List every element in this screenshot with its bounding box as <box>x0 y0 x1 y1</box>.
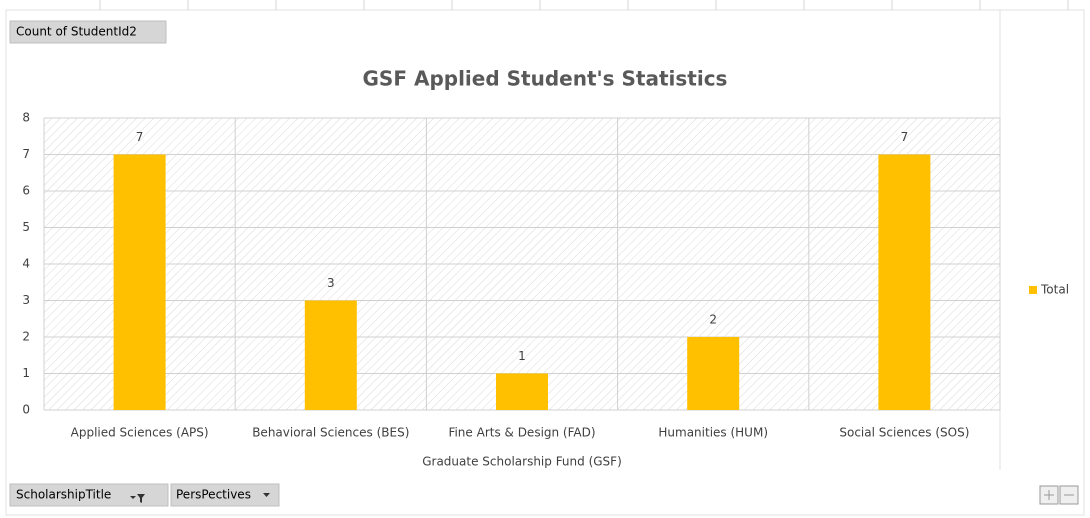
axis-field-button[interactable]: PersPectives <box>170 483 280 507</box>
chart-title: GSF Applied Student's Statistics <box>363 67 728 91</box>
sheet-grid <box>99 0 1069 10</box>
x-tick-label: Humanities (HUM) <box>658 426 768 440</box>
y-tick-label: 2 <box>22 330 30 344</box>
bar <box>304 300 357 410</box>
y-tick-label: 4 <box>22 257 30 271</box>
data-label: 3 <box>327 276 335 290</box>
legend-label: Total <box>1040 283 1069 297</box>
x-tick-label: Fine Arts & Design (FAD) <box>448 426 595 440</box>
x-tick-label: Applied Sciences (APS) <box>71 426 209 440</box>
y-tick-label: 8 <box>22 111 30 125</box>
value-field-button[interactable]: Count of StudentId2 <box>9 20 167 44</box>
bar <box>496 373 548 410</box>
data-label: 2 <box>709 313 717 327</box>
y-tick-label: 7 <box>22 147 30 161</box>
x-axis-label: Graduate Scholarship Fund (GSF) <box>422 455 622 469</box>
y-tick-label: 3 <box>22 293 30 307</box>
x-tick-label: Behavioral Sciences (BES) <box>252 426 409 440</box>
data-label: 1 <box>518 349 526 363</box>
bar <box>878 154 931 410</box>
x-tick-label: Social Sciences (SOS) <box>839 426 969 440</box>
bar <box>113 154 166 410</box>
y-tick-label: 5 <box>22 220 30 234</box>
button-label: ScholarshipTitle <box>16 488 111 502</box>
legend-swatch <box>1029 286 1037 294</box>
axis-field-button[interactable]: ScholarshipTitle <box>9 483 169 507</box>
data-label: 7 <box>901 130 909 144</box>
y-tick-label: 1 <box>22 366 30 380</box>
button-label: PersPectives <box>176 488 251 502</box>
bar <box>687 337 740 410</box>
chart-area <box>5 9 1085 516</box>
y-tick-label: 0 <box>22 403 30 417</box>
button-label: Count of StudentId2 <box>16 25 137 39</box>
y-tick-label: 6 <box>22 184 30 198</box>
zoom-buttons[interactable] <box>1039 485 1079 505</box>
data-label: 7 <box>136 130 144 144</box>
